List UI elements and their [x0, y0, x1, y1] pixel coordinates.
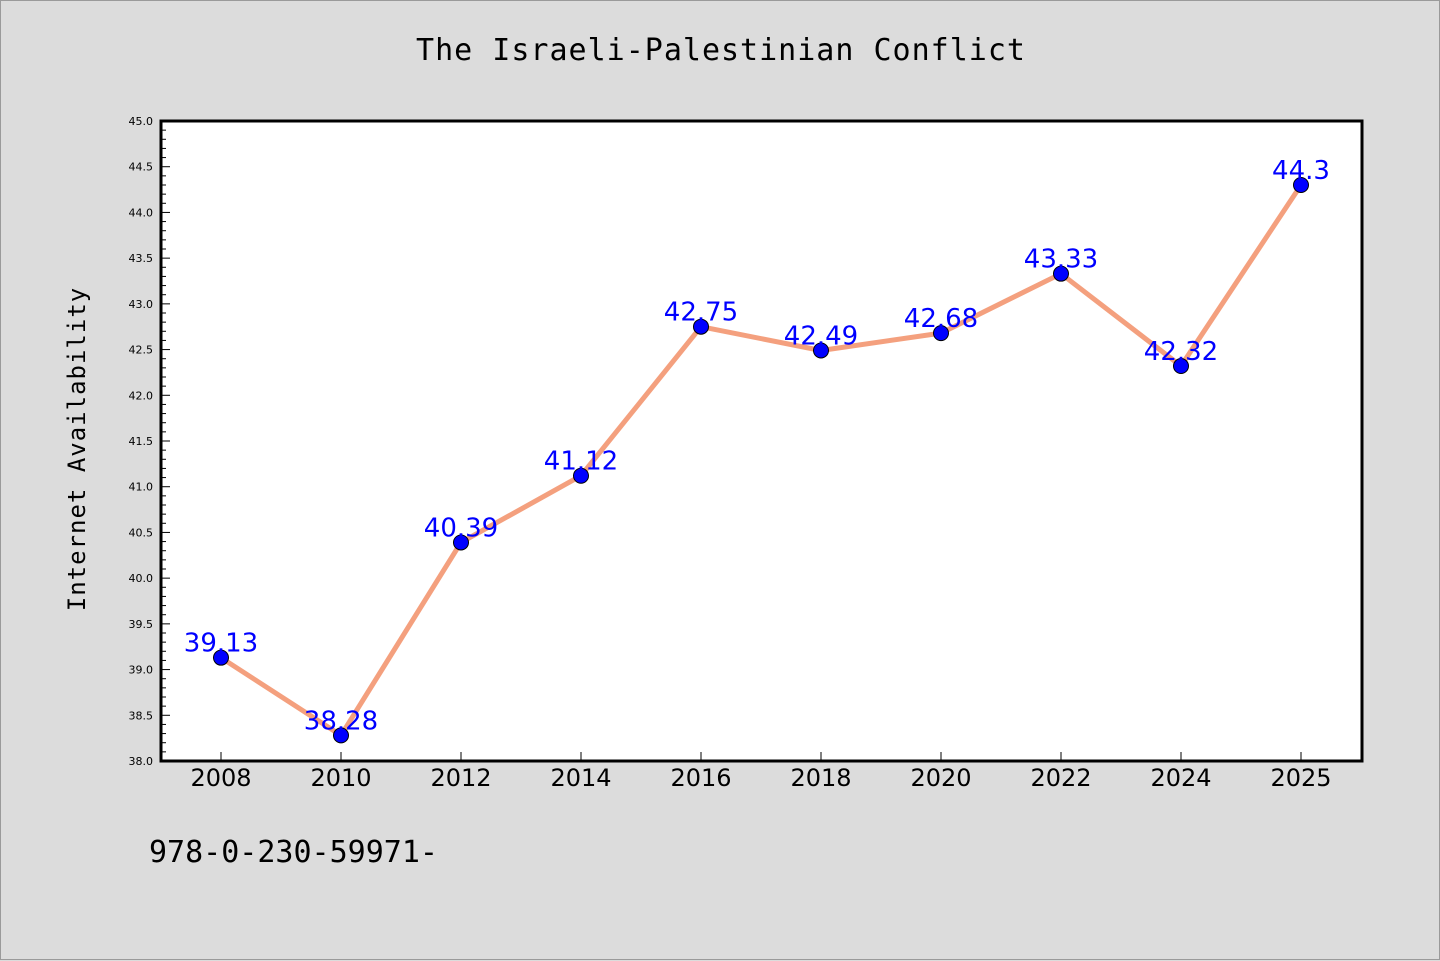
data-label: 43.33	[1024, 245, 1098, 275]
y-tick-label: 42.0	[129, 389, 154, 402]
data-label: 42.32	[1144, 337, 1218, 367]
data-point	[333, 727, 349, 744]
data-labels: 39.13 38.28 40.39 41.12 42.75 42.49 42.68 43.33…	[184, 156, 1330, 736]
data-label: 39.13	[184, 629, 258, 659]
data-label: 42.49	[784, 321, 858, 351]
data-label: 42.75	[664, 298, 738, 328]
x-tick-label: 2018	[790, 764, 851, 792]
y-tick-label: 39.5	[129, 618, 154, 631]
y-tick-label: 44.0	[129, 206, 154, 219]
data-point	[573, 467, 589, 484]
x-tick-label: 2012	[430, 764, 491, 792]
x-tick-label: 2020	[910, 764, 971, 792]
x-tick-label: 2025	[1270, 764, 1331, 792]
y-tick-label: 38.5	[129, 709, 154, 722]
data-label: 38.28	[304, 706, 378, 736]
data-label: 41.12	[544, 447, 618, 477]
y-tick-label: 38.0	[129, 755, 154, 768]
data-label: 44.3	[1272, 156, 1330, 186]
data-point	[1053, 265, 1069, 282]
y-tick-label: 43.5	[129, 252, 154, 265]
x-tick-label: 2022	[1030, 764, 1091, 792]
data-point	[453, 534, 469, 551]
data-point	[933, 325, 949, 342]
series-line	[218, 182, 1304, 738]
y-tick-label: 40.0	[129, 572, 154, 585]
y-axis-ticks: 38.0 38.5 39.0 39.5 40.0 40.5 41.0 41.5 42.0 42.5…	[129, 115, 170, 768]
y-tick-label: 44.5	[129, 161, 154, 174]
footer-text: 978-0-230-59971-	[149, 835, 438, 870]
x-tick-label: 2014	[550, 764, 611, 792]
x-tick-label: 2016	[670, 764, 731, 792]
data-point	[1293, 177, 1309, 193]
y-tick-label: 43.0	[129, 298, 154, 311]
data-point	[693, 318, 709, 335]
y-tick-label: 42.5	[129, 344, 154, 357]
data-point	[213, 649, 229, 666]
x-tick-label: 2010	[310, 764, 371, 792]
data-point	[813, 342, 829, 359]
x-tick-label: 2008	[190, 764, 251, 792]
y-tick-label: 39.0	[129, 664, 154, 677]
y-tick-label: 45.0	[129, 115, 154, 128]
y-tick-label: 41.5	[129, 435, 154, 448]
plot-area	[159, 119, 1364, 763]
x-tick-label: 2024	[1150, 764, 1211, 792]
data-markers	[213, 177, 1309, 744]
data-label: 42.68	[904, 304, 978, 334]
chart-title: The Israeli-Palestinian Conflict	[416, 33, 1026, 68]
y-tick-label: 41.0	[129, 481, 154, 494]
data-point	[1173, 358, 1189, 375]
y-tick-label: 40.5	[129, 526, 154, 539]
data-label: 40.39	[424, 513, 498, 543]
x-axis-ticks: 2008 2010 2012 2014 2016 2018 2020 2022 2024 2025	[190, 752, 1332, 792]
